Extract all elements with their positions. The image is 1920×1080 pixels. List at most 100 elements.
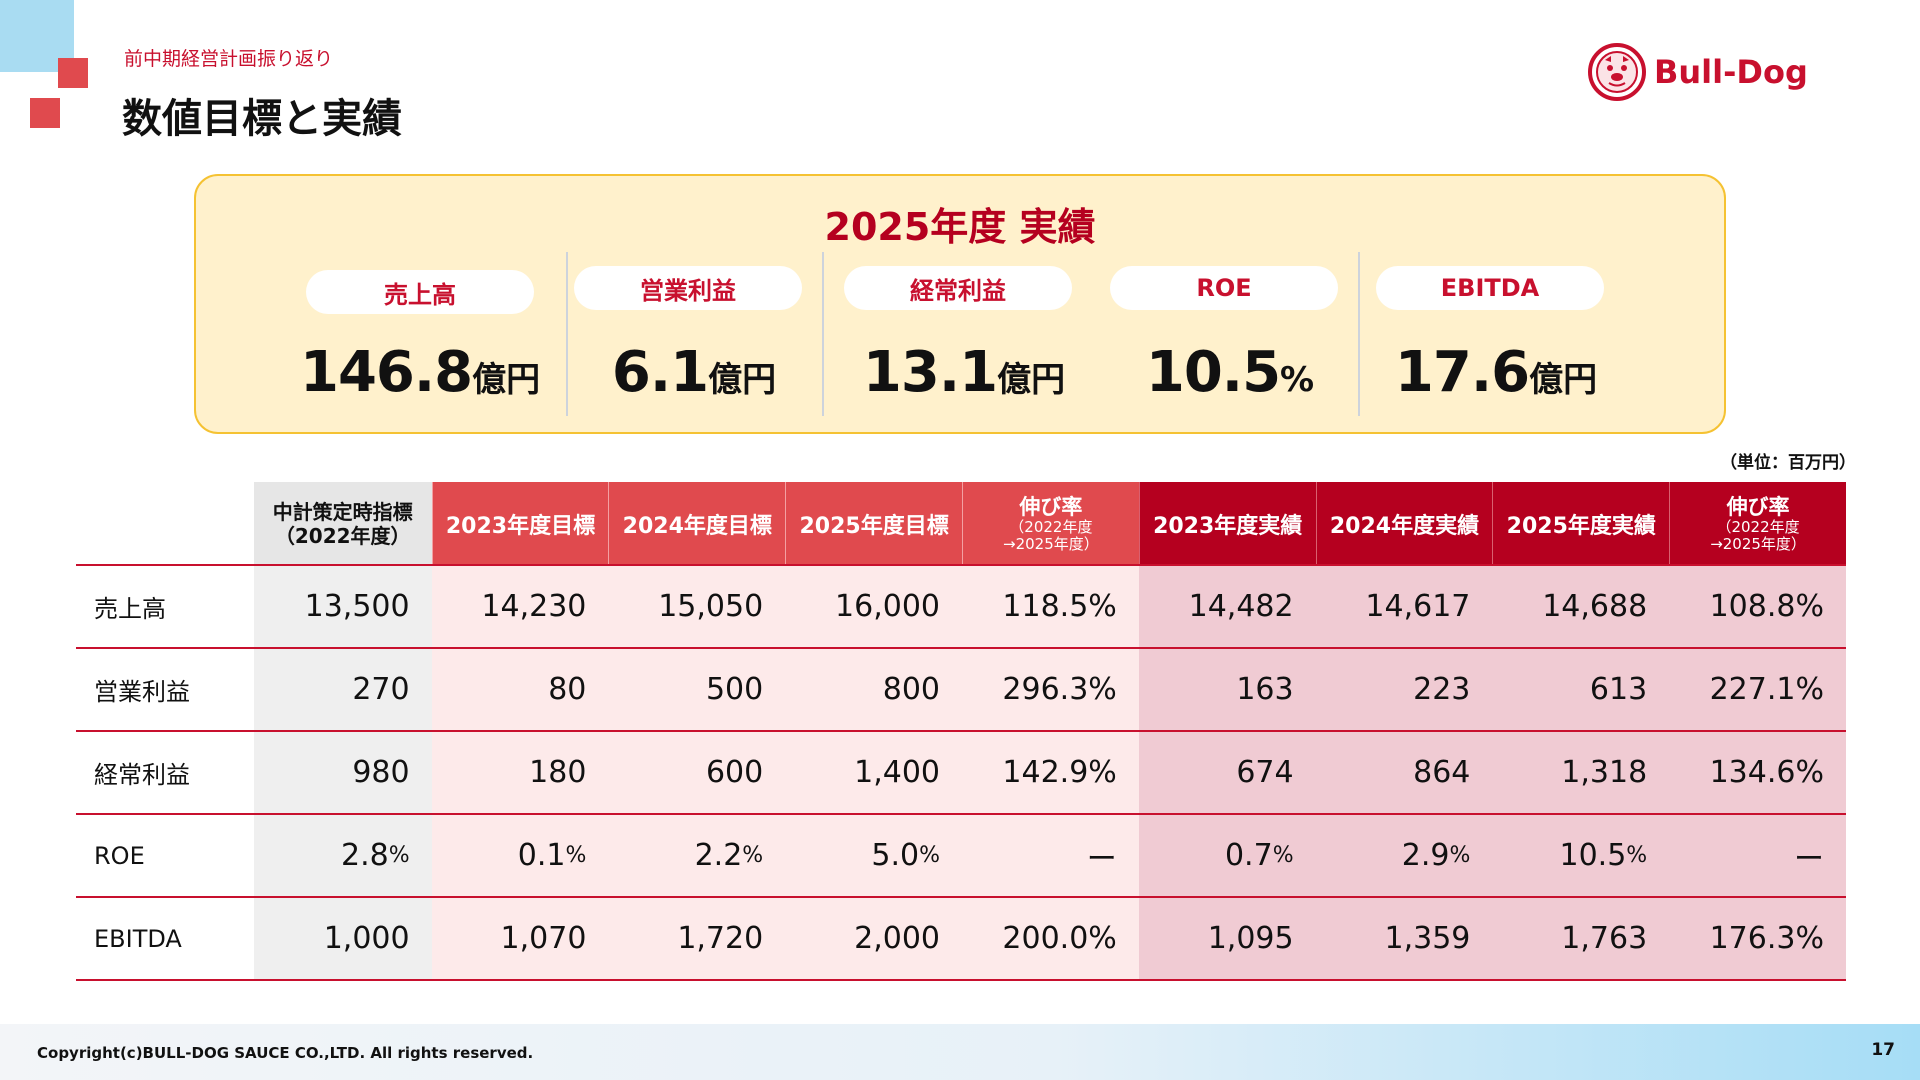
metric-label: EBITDA bbox=[1376, 266, 1604, 310]
header-target-2023: 2023年度目標 bbox=[431, 482, 609, 566]
metric-value: 13.1 bbox=[862, 340, 998, 405]
header-divider bbox=[76, 564, 1846, 566]
cell-value: 2.8 bbox=[340, 838, 389, 873]
table-row: ROE 2.8% 0.1% 2.2% 5.0% ー 0.7% 2.9% 10.5… bbox=[76, 815, 1846, 898]
cell-actual-2024: 864 bbox=[1315, 732, 1493, 813]
copyright-text: Copyright(c)BULL-DOG SAUCE CO.,LTD. All … bbox=[37, 1044, 534, 1062]
header-growth-range: →2025年度） bbox=[1710, 535, 1806, 553]
metric-label: ROE bbox=[1110, 266, 1338, 310]
metric-unit: % bbox=[1280, 360, 1315, 400]
cell-actual-growth: ー bbox=[1669, 815, 1846, 896]
metric-unit: 億円 bbox=[1529, 360, 1598, 400]
header-growth-range: （2022年度 bbox=[1009, 518, 1093, 536]
table-row: 営業利益 270 80 500 800 296.3% 163 223 613 2… bbox=[76, 649, 1846, 732]
divider bbox=[566, 252, 568, 416]
cell-target-2024: 2.2% bbox=[608, 815, 786, 896]
cell-value: 0.1 bbox=[517, 838, 566, 873]
metric-roe: ROE 10.5% bbox=[1110, 266, 1350, 416]
cell-actual-2023: 14,482 bbox=[1138, 566, 1316, 647]
header-growth-range: →2025年度） bbox=[1003, 535, 1099, 553]
summary-title: 2025年度 実績 bbox=[824, 205, 1096, 249]
header-empty bbox=[76, 482, 254, 566]
cell-target-2024: 600 bbox=[608, 732, 786, 813]
header-growth-range: （2022年度 bbox=[1716, 518, 1800, 536]
cell-actual-2025: 14,688 bbox=[1492, 566, 1670, 647]
page-number: 17 bbox=[1871, 1040, 1895, 1060]
table-row: 経常利益 980 180 600 1,400 142.9% 674 864 1,… bbox=[76, 732, 1846, 815]
company-logo: Bull-Dog bbox=[1588, 42, 1808, 102]
cell-value: 2.2 bbox=[694, 838, 743, 873]
cell-baseline: 13,500 bbox=[253, 566, 432, 647]
header-actual-2024: 2024年度実績 bbox=[1315, 482, 1493, 566]
header-target-growth: 伸び率 （2022年度 →2025年度） bbox=[961, 482, 1139, 566]
metric-label: 営業利益 bbox=[574, 266, 802, 310]
table-row: 売上高 13,500 14,230 15,050 16,000 118.5% 1… bbox=[76, 566, 1846, 649]
cell-target-2023: 0.1% bbox=[431, 815, 609, 896]
cell-target-2024: 15,050 bbox=[608, 566, 786, 647]
cell-actual-2025: 1,318 bbox=[1492, 732, 1670, 813]
page-title: 数値目標と実績 bbox=[122, 96, 402, 142]
summary-panel: 2025年度 実績 売上高 146.8億円 営業利益 6.1億円 経常利益 13… bbox=[194, 174, 1726, 434]
cell-target-2025: 16,000 bbox=[785, 566, 962, 647]
percent-unit: % bbox=[1449, 843, 1471, 868]
cell-baseline: 980 bbox=[253, 732, 432, 813]
cell-actual-2023: 163 bbox=[1138, 649, 1316, 730]
cell-actual-growth: 227.1% bbox=[1669, 649, 1846, 730]
cell-target-2023: 80 bbox=[431, 649, 609, 730]
table-header-row: 中計策定時指標 （2022年度） 2023年度目標 2024年度目標 2025年… bbox=[76, 482, 1846, 566]
bulldog-face-icon bbox=[1588, 43, 1646, 101]
metric-value: 6.1 bbox=[611, 340, 709, 405]
cell-target-growth: 296.3% bbox=[962, 649, 1139, 730]
percent-unit: % bbox=[1272, 843, 1294, 868]
percent-unit: % bbox=[919, 843, 940, 868]
cell-value: 0.7 bbox=[1224, 838, 1273, 873]
cell-actual-2023: 1,095 bbox=[1138, 898, 1316, 979]
metric-value: 17.6 bbox=[1394, 340, 1530, 405]
header-baseline: 中計策定時指標 （2022年度） bbox=[253, 482, 432, 566]
percent-unit: % bbox=[565, 843, 587, 868]
header-growth-label: 伸び率 bbox=[1019, 495, 1083, 519]
header-actual-growth: 伸び率 （2022年度 →2025年度） bbox=[1669, 482, 1846, 566]
cell-target-2025: 1,400 bbox=[785, 732, 962, 813]
metric-operating-profit: 営業利益 6.1億円 bbox=[574, 266, 814, 416]
section-subtitle: 前中期経営計画振り返り bbox=[124, 48, 334, 70]
header-target-2024: 2024年度目標 bbox=[608, 482, 786, 566]
corner-decoration-red bbox=[30, 98, 60, 128]
cell-target-2024: 500 bbox=[608, 649, 786, 730]
cell-baseline: 2.8% bbox=[253, 815, 432, 896]
cell-baseline: 270 bbox=[253, 649, 432, 730]
cell-actual-2025: 613 bbox=[1492, 649, 1670, 730]
logo-text: Bull-Dog bbox=[1654, 53, 1808, 91]
cell-target-2024: 1,720 bbox=[608, 898, 786, 979]
cell-target-growth: 200.0% bbox=[962, 898, 1139, 979]
footer-bar: Copyright(c)BULL-DOG SAUCE CO.,LTD. All … bbox=[0, 1024, 1920, 1080]
percent-unit: % bbox=[1626, 843, 1648, 868]
divider bbox=[1358, 252, 1360, 416]
unit-note: （単位：百万円） bbox=[1720, 453, 1856, 473]
cell-target-growth: ー bbox=[962, 815, 1139, 896]
cell-target-growth: 118.5% bbox=[962, 566, 1139, 647]
cell-target-2025: 5.0% bbox=[785, 815, 962, 896]
cell-value: 2.9 bbox=[1401, 838, 1450, 873]
table-row: EBITDA 1,000 1,070 1,720 2,000 200.0% 1,… bbox=[76, 898, 1846, 981]
metric-sales: 売上高 146.8億円 bbox=[300, 266, 546, 416]
header-growth-label: 伸び率 bbox=[1726, 495, 1790, 519]
header-actual-2025: 2025年度実績 bbox=[1492, 482, 1670, 566]
cell-actual-growth: 176.3% bbox=[1669, 898, 1846, 979]
percent-unit: % bbox=[742, 843, 764, 868]
cell-actual-2024: 14,617 bbox=[1315, 566, 1493, 647]
cell-target-2023: 14,230 bbox=[431, 566, 609, 647]
metric-ordinary-profit: 経常利益 13.1億円 bbox=[844, 266, 1084, 416]
cell-target-2025: 2,000 bbox=[785, 898, 962, 979]
metric-value: 146.8 bbox=[300, 340, 473, 405]
cell-actual-growth: 108.8% bbox=[1669, 566, 1846, 647]
cell-target-2023: 180 bbox=[431, 732, 609, 813]
cell-target-2025: 800 bbox=[785, 649, 962, 730]
header-baseline-line2: （2022年度） bbox=[274, 524, 411, 548]
cell-actual-2025: 1,763 bbox=[1492, 898, 1670, 979]
metric-label: 経常利益 bbox=[844, 266, 1072, 310]
metric-unit: 億円 bbox=[472, 360, 541, 400]
header-baseline-line1: 中計策定時指標 bbox=[272, 500, 413, 524]
metric-ebitda: EBITDA 17.6億円 bbox=[1376, 266, 1616, 416]
row-label: 営業利益 bbox=[94, 678, 190, 706]
